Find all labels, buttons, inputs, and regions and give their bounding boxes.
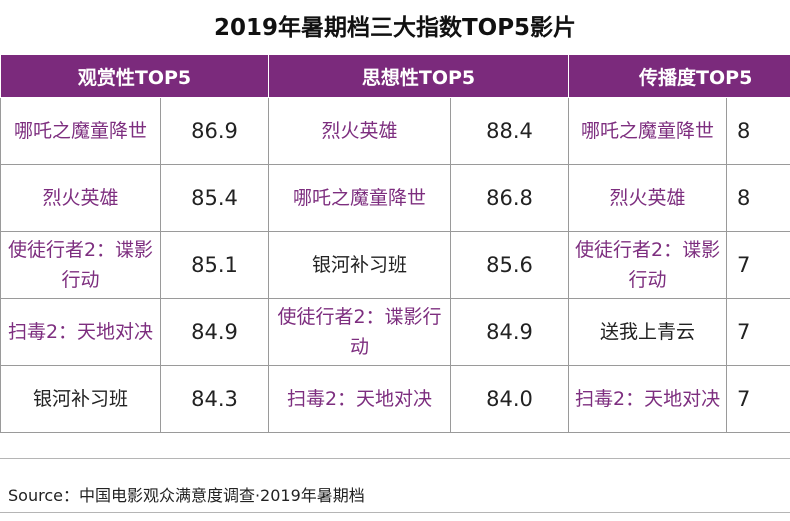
thought-score: 88.4 <box>450 97 570 165</box>
spread-score: 8 <box>726 97 790 165</box>
table-row: 使徒行者2：谍影行动 85.1 银河补习班 85.6 使徒行者2：谍影行动 7 <box>0 231 790 299</box>
header-viewing: 观赏性TOP5 <box>0 54 270 98</box>
table-row: 烈火英雄 85.4 哪吒之魔童降世 86.8 烈火英雄 8 <box>0 164 790 232</box>
divider-line <box>0 458 790 459</box>
thought-film: 哪吒之魔童降世 <box>268 164 452 232</box>
viewing-score: 85.1 <box>159 231 270 299</box>
viewing-film: 烈火英雄 <box>0 164 161 232</box>
divider-line <box>0 512 790 513</box>
header-spread: 传播度TOP5 <box>568 54 790 98</box>
source-note: Source：中国电影观众满意度调查·2019年暑期档 <box>8 486 365 505</box>
header-thought: 思想性TOP5 <box>268 54 570 98</box>
spread-score: 7 <box>726 231 790 299</box>
ranking-table: 观赏性TOP5 思想性TOP5 传播度TOP5 哪吒之魔童降世 86.9 烈火英… <box>0 54 790 433</box>
thought-film: 银河补习班 <box>268 231 452 299</box>
thought-score: 84.0 <box>450 365 570 433</box>
viewing-film: 银河补习班 <box>0 365 161 433</box>
viewing-film: 扫毒2：天地对决 <box>0 298 161 366</box>
thought-score: 84.9 <box>450 298 570 366</box>
table-row: 扫毒2：天地对决 84.9 使徒行者2：谍影行动 84.9 送我上青云 7 <box>0 298 790 366</box>
thought-film: 使徒行者2：谍影行动 <box>268 298 452 366</box>
table-row: 银河补习班 84.3 扫毒2：天地对决 84.0 扫毒2：天地对决 7 <box>0 365 790 433</box>
page-title: 2019年暑期档三大指数TOP5影片 <box>213 15 577 41</box>
viewing-score: 84.9 <box>159 298 270 366</box>
spread-film: 哪吒之魔童降世 <box>568 97 728 165</box>
table-row: 哪吒之魔童降世 86.9 烈火英雄 88.4 哪吒之魔童降世 8 <box>0 97 790 165</box>
thought-film: 烈火英雄 <box>268 97 452 165</box>
spread-film: 使徒行者2：谍影行动 <box>568 231 728 299</box>
thought-film: 扫毒2：天地对决 <box>268 365 452 433</box>
viewing-score: 84.3 <box>159 365 270 433</box>
spread-film: 送我上青云 <box>568 298 728 366</box>
spread-score: 7 <box>726 365 790 433</box>
thought-score: 85.6 <box>450 231 570 299</box>
spread-score: 8 <box>726 164 790 232</box>
viewing-score: 85.4 <box>159 164 270 232</box>
viewing-film: 哪吒之魔童降世 <box>0 97 161 165</box>
viewing-film: 使徒行者2：谍影行动 <box>0 231 161 299</box>
spread-score: 7 <box>726 298 790 366</box>
spread-film: 扫毒2：天地对决 <box>568 365 728 433</box>
header-row: 观赏性TOP5 思想性TOP5 传播度TOP5 <box>0 54 790 98</box>
viewing-score: 86.9 <box>159 97 270 165</box>
thought-score: 86.8 <box>450 164 570 232</box>
spread-film: 烈火英雄 <box>568 164 728 232</box>
